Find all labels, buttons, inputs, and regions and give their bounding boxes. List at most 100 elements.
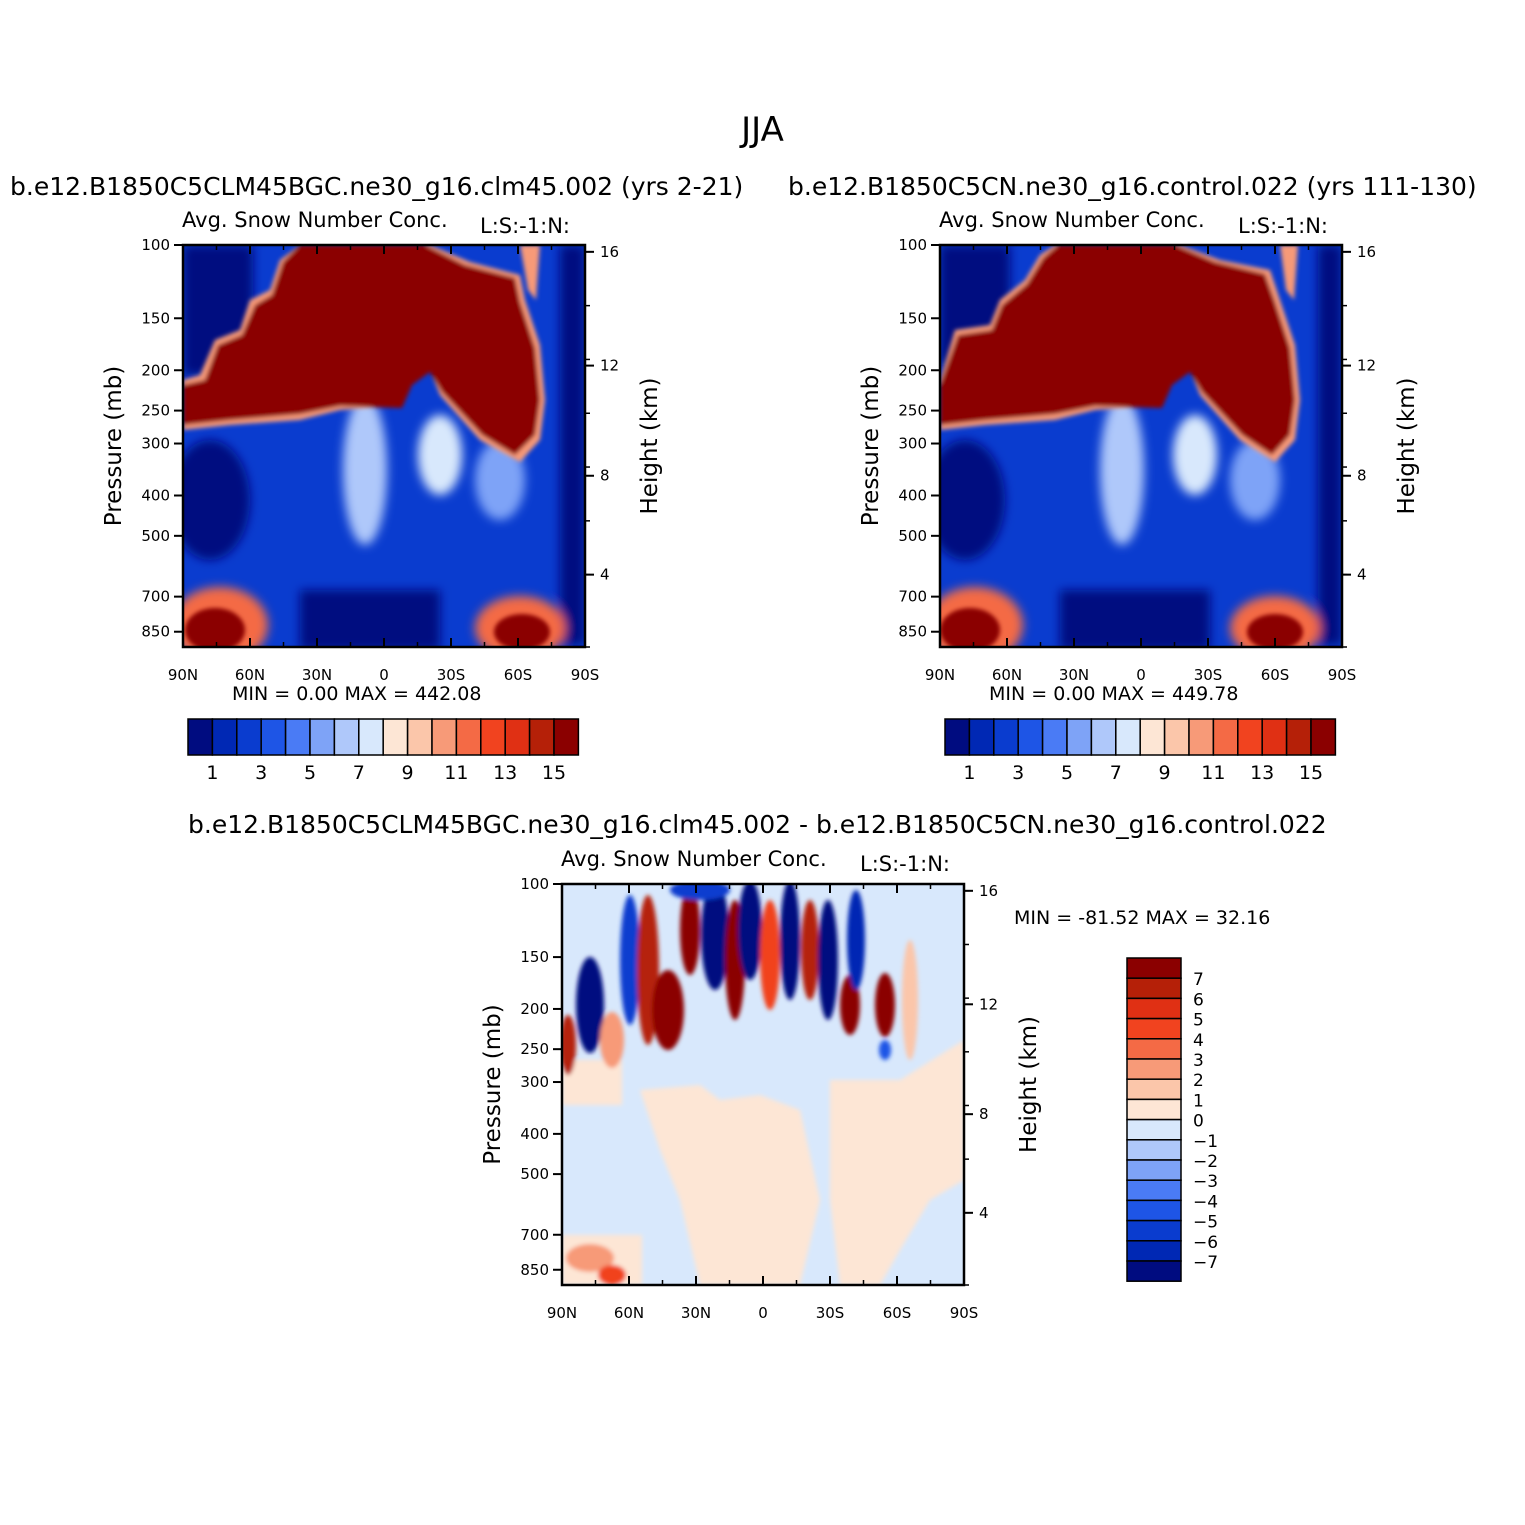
left-ytick-right-label: 8 [600, 467, 610, 485]
left-xtick-label: 60S [504, 666, 533, 684]
right-xtick-label: 60N [992, 666, 1022, 684]
left-ylabel-right: Height (km) [637, 377, 663, 514]
diff-ytick-label: 250 [520, 1040, 549, 1058]
diff-trop-positive [640, 1085, 820, 1285]
diff-sh-neg-2 [818, 900, 838, 1020]
diff-sh-neg-4 [879, 1040, 891, 1060]
diff-ytick-label: 200 [520, 1000, 549, 1018]
left-xtick-label: 30N [302, 666, 332, 684]
right-ytick-label: 850 [898, 623, 927, 641]
diff-xtick-label: 60S [883, 1304, 912, 1322]
diff-colorbar-box [1126, 1098, 1182, 1121]
diff-xtick-label: 0 [758, 1304, 768, 1322]
diff-colorbar-label: 7 [1193, 970, 1204, 990]
diff-ylabel-right: Height (km) [1016, 1016, 1042, 1153]
right-case-title: b.e12.B1850C5CN.ne30_g16.control.022 (yr… [788, 172, 1477, 201]
diff-colorbar-label: 0 [1193, 1112, 1204, 1132]
right-colorbar-box [1261, 718, 1288, 756]
left-colorbar-box [236, 718, 262, 756]
diff-colorbar-box [1126, 1038, 1182, 1060]
diff-stats: MIN = -81.52 MAX = 32.16 [1014, 907, 1271, 929]
left-sh-upper-halo [520, 245, 540, 300]
left-ylabel: Pressure (mb) [101, 366, 127, 526]
diff-colorbar-label: 5 [1193, 1011, 1204, 1031]
left-south-plume-2 [475, 440, 525, 520]
diff-trop-neg-1 [701, 884, 729, 990]
left-ytick-label: 400 [141, 487, 170, 505]
right-sp-min [1318, 245, 1342, 645]
left-colorbar-box [260, 718, 287, 756]
right-axes: 90N 60N 30N 0 30S 60S 90S 100 150 200 250 300 400 500… [858, 236, 1420, 684]
diff-colorbar-box [1126, 1017, 1182, 1040]
diff-nh-pos-4 [652, 970, 684, 1050]
right-ytick-right-label: 16 [1357, 243, 1376, 261]
right-colorbar-box [1310, 718, 1337, 756]
diff-xtick-label: 60N [614, 1304, 644, 1322]
left-south-plume [418, 415, 462, 495]
diff-colorbar-box [1126, 1219, 1182, 1242]
diff-colorbar-box [1126, 1159, 1182, 1181]
right-ytick-right-label: 4 [1357, 566, 1367, 584]
diff-np-pos [562, 1015, 576, 1075]
left-colorbar-label: 3 [255, 762, 267, 784]
right-colorbar-label: 15 [1299, 762, 1323, 784]
left-colorbar-box [333, 718, 360, 756]
diff-colorbar-box [1126, 1240, 1182, 1262]
diff-colorbar-label: −2 [1193, 1152, 1218, 1172]
right-south-plume [1173, 415, 1217, 495]
right-ytick-right-label: 8 [1357, 467, 1367, 485]
left-colorbar-box [187, 718, 214, 756]
diff-colorbar-label: −4 [1193, 1192, 1218, 1212]
right-ylabel: Pressure (mb) [858, 366, 884, 526]
diff-ytick-right-label: 16 [979, 882, 998, 900]
left-stats: MIN = 0.00 MAX = 442.08 [232, 683, 482, 705]
left-ytick-label: 150 [141, 309, 170, 327]
left-field [183, 245, 585, 647]
diff-nh-neg-2 [620, 895, 640, 1025]
diff-nh-sfc-pos-core [566, 1244, 614, 1272]
left-ytick-label: 700 [141, 588, 170, 606]
right-xtick-label: 90N [925, 666, 955, 684]
right-colorbar-box [993, 718, 1019, 756]
diff-colorbar-box [1126, 997, 1182, 1020]
diff-colorbar-label: −7 [1193, 1253, 1218, 1273]
right-stats: MIN = 0.00 MAX = 449.78 [989, 683, 1239, 705]
left-colorbar-label: 7 [353, 762, 365, 784]
right-xtick-label: 30S [1194, 666, 1223, 684]
left-eq-plume [343, 395, 387, 545]
diff-colorbar-label: 4 [1193, 1031, 1204, 1051]
diff-ytick-label: 500 [520, 1165, 549, 1183]
diff-sh-neg-3 [847, 890, 865, 990]
diff-xtick-label: 30S [816, 1304, 845, 1322]
diff-colorbar-label: 2 [1193, 1071, 1204, 1091]
left-xtick-label: 60N [235, 666, 265, 684]
diff-case-title: b.e12.B1850C5CLM45BGC.ne30_g16.clm45.002… [188, 810, 1327, 839]
left-colorbar: 1 3 5 7 9 11 13 15 [187, 718, 580, 784]
left-xtick-label: 0 [379, 666, 389, 684]
left-ytick-label: 500 [141, 527, 170, 545]
right-upper-max [940, 245, 1295, 455]
right-xtick-label: 30N [1059, 666, 1089, 684]
left-colorbar-label: 11 [444, 762, 468, 784]
right-var-title: Avg. Snow Number Conc. [939, 208, 1205, 232]
left-colorbar-label: 5 [304, 762, 316, 784]
right-colorbar-label: 1 [963, 762, 975, 784]
left-colorbar-label: 1 [206, 762, 218, 784]
right-colorbar-box [1115, 718, 1141, 756]
right-xtick-label: 60S [1261, 666, 1290, 684]
right-nh-sfc-max [940, 608, 1000, 647]
right-ytick-label: 700 [898, 588, 927, 606]
right-eq-plume [1100, 395, 1144, 545]
diff-colorbar-label: −6 [1193, 1233, 1218, 1253]
left-colorbar-box [309, 718, 336, 756]
axes-layer: 90N 60N 30N 0 30S 60S 90S100150200250300400500… [101, 236, 1420, 1322]
right-field [940, 245, 1342, 647]
diff-colorbar-label: −3 [1193, 1172, 1218, 1192]
diff-trop-pos-1 [680, 885, 700, 975]
diff-colorbar-label: 1 [1193, 1091, 1204, 1111]
right-south-plume-2 [1230, 440, 1280, 520]
right-sh-sfc-max [1247, 614, 1303, 647]
left-colorbar-box [284, 718, 311, 756]
left-tropics-low-min [300, 590, 440, 647]
